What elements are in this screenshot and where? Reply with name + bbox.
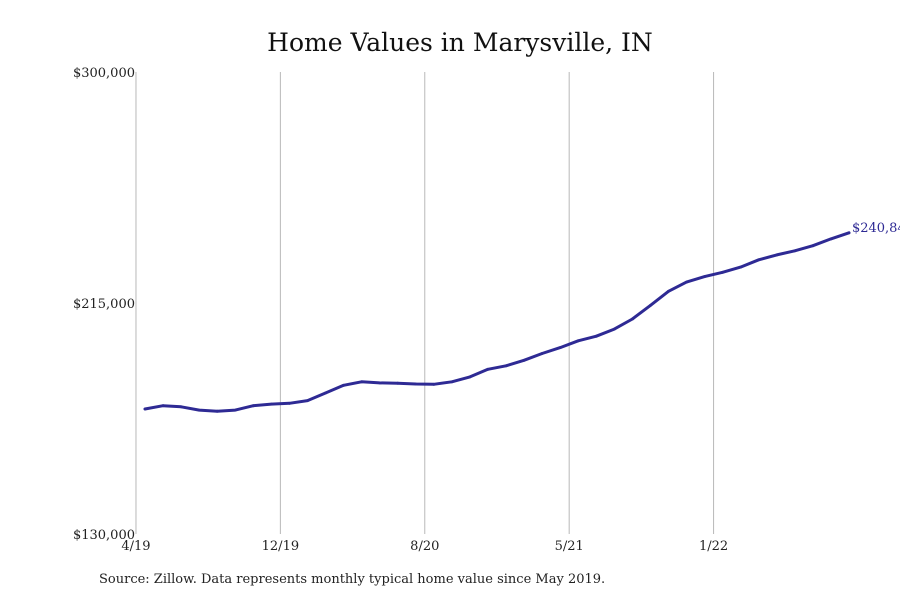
data-point <box>649 304 652 307</box>
data-point <box>342 383 345 387</box>
data-point <box>270 402 273 406</box>
data-point <box>233 408 237 412</box>
data-point <box>143 407 147 411</box>
data-point <box>612 327 616 331</box>
data-point <box>306 399 309 402</box>
data-point <box>631 317 634 321</box>
gridlines <box>135 72 715 534</box>
end-value-label: $240,846 <box>852 221 900 236</box>
y-tick-label: $130,000 <box>73 528 135 543</box>
data-point <box>468 375 472 379</box>
data-point <box>558 346 562 349</box>
data-point <box>685 280 688 284</box>
data-point <box>667 289 670 293</box>
data-point <box>215 409 219 413</box>
source-note: Source: Zillow. Data represents monthly … <box>99 572 606 587</box>
data-point <box>161 404 165 408</box>
data-point <box>775 253 779 257</box>
series-group: $240,846 <box>143 221 900 413</box>
data-point <box>396 381 400 385</box>
data-point <box>739 265 742 269</box>
data-point <box>721 270 724 274</box>
data-point <box>251 404 255 408</box>
data-point <box>757 258 761 262</box>
data-point <box>540 352 544 355</box>
x-tick-label: 8/20 <box>410 539 439 554</box>
y-tick-label: $300,000 <box>73 66 135 81</box>
data-point <box>432 382 436 386</box>
chart-title: Home Values in Marysville, IN <box>267 28 653 57</box>
data-point <box>486 367 490 371</box>
data-point <box>793 249 797 253</box>
x-tick-label: 4/19 <box>121 539 150 554</box>
x-tick-label: 12/19 <box>262 539 299 554</box>
data-point <box>594 334 598 338</box>
data-point <box>811 244 815 248</box>
y-tick-label: $215,000 <box>73 297 135 312</box>
data-point <box>378 381 381 385</box>
series-line-0 <box>143 231 851 413</box>
data-point <box>324 391 327 395</box>
x-tick-label: 1/22 <box>699 539 728 554</box>
data-point <box>576 339 580 343</box>
x-axis-ticks: 4/19 12/19 8/20 5/21 1/22 <box>121 539 728 554</box>
data-point <box>414 382 418 386</box>
data-point <box>360 380 363 384</box>
y-axis-ticks: $300,000 $215,000 $130,000 <box>73 66 135 543</box>
x-tick-label: 5/21 <box>555 539 584 554</box>
data-point <box>450 380 454 384</box>
data-point <box>829 237 833 241</box>
data-point <box>847 231 851 235</box>
data-point <box>179 405 183 409</box>
data-point <box>288 401 291 405</box>
data-point <box>504 364 508 368</box>
data-point <box>522 358 526 362</box>
data-point <box>703 275 706 278</box>
data-point <box>197 408 201 412</box>
